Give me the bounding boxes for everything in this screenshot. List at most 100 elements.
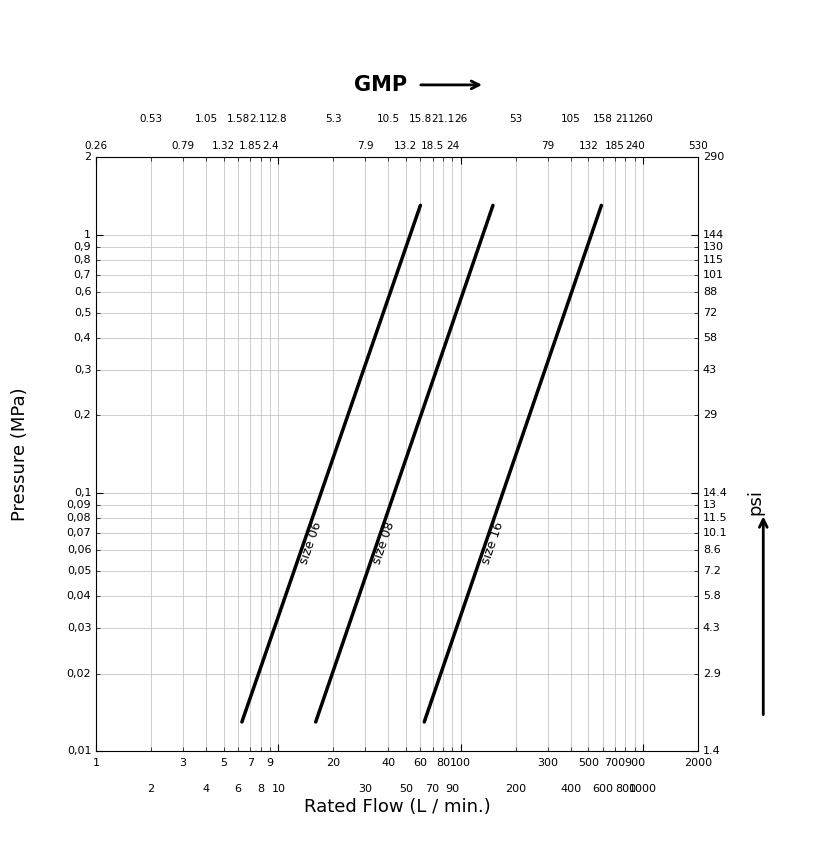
Text: 5: 5 <box>220 758 227 768</box>
Text: 1.05: 1.05 <box>194 115 217 125</box>
Text: 2.9: 2.9 <box>703 669 721 678</box>
Text: 50: 50 <box>399 784 413 794</box>
Text: 72: 72 <box>703 307 717 318</box>
Text: 2.4: 2.4 <box>262 141 278 151</box>
Text: 0,1: 0,1 <box>74 488 91 498</box>
Text: 88: 88 <box>703 287 717 297</box>
Text: 0,05: 0,05 <box>67 565 91 576</box>
Text: 0,08: 0,08 <box>67 513 91 523</box>
Text: 0,3: 0,3 <box>74 365 91 375</box>
Text: 101: 101 <box>703 270 724 280</box>
Text: psi: psi <box>746 489 764 514</box>
Text: 0,2: 0,2 <box>74 410 91 420</box>
Text: 3: 3 <box>180 758 186 768</box>
Text: 13: 13 <box>703 500 717 510</box>
Text: 0,9: 0,9 <box>74 242 91 251</box>
Text: 0.26: 0.26 <box>84 141 108 151</box>
Text: 10.1: 10.1 <box>703 528 727 538</box>
Text: 0,02: 0,02 <box>67 669 91 678</box>
Text: 211: 211 <box>615 115 635 125</box>
Text: 10.5: 10.5 <box>377 115 400 125</box>
Text: 24: 24 <box>446 141 459 151</box>
Text: 600: 600 <box>592 784 614 794</box>
Text: 0,7: 0,7 <box>74 270 91 280</box>
Text: 158: 158 <box>593 115 613 125</box>
Text: size 08: size 08 <box>370 520 397 566</box>
Text: 0,5: 0,5 <box>74 307 91 318</box>
Text: 300: 300 <box>538 758 558 768</box>
Text: 15.8: 15.8 <box>409 115 432 125</box>
Text: 10: 10 <box>272 784 285 794</box>
Text: 1.85: 1.85 <box>238 141 262 151</box>
Text: 500: 500 <box>578 758 599 768</box>
Text: 90: 90 <box>446 784 460 794</box>
Text: 200: 200 <box>505 784 527 794</box>
Text: 79: 79 <box>541 141 554 151</box>
Text: 58: 58 <box>703 333 717 343</box>
Text: 4: 4 <box>202 784 210 794</box>
Text: 0,04: 0,04 <box>67 591 91 601</box>
Text: 100: 100 <box>451 758 472 768</box>
Text: 18.5: 18.5 <box>421 141 444 151</box>
Text: 1.32: 1.32 <box>212 141 235 151</box>
Text: 7: 7 <box>247 758 254 768</box>
Text: 5.3: 5.3 <box>325 115 342 125</box>
Text: 26: 26 <box>454 115 467 125</box>
Text: 132: 132 <box>579 141 599 151</box>
Text: 240: 240 <box>625 141 645 151</box>
Text: 400: 400 <box>560 784 581 794</box>
Y-axis label: Pressure (MPa): Pressure (MPa) <box>11 387 28 521</box>
Text: 0,06: 0,06 <box>67 545 91 555</box>
Text: 2: 2 <box>84 152 91 162</box>
Text: size 16: size 16 <box>479 520 506 566</box>
Text: 800: 800 <box>615 784 636 794</box>
Text: 105: 105 <box>561 115 580 125</box>
Text: 20: 20 <box>326 758 340 768</box>
Text: size 06: size 06 <box>297 520 324 566</box>
Text: 30: 30 <box>359 784 373 794</box>
Text: 900: 900 <box>624 758 645 768</box>
Text: 53: 53 <box>509 115 522 125</box>
Text: 0,03: 0,03 <box>67 623 91 633</box>
Text: 60: 60 <box>413 758 427 768</box>
Text: 43: 43 <box>703 365 717 375</box>
Text: 9: 9 <box>267 758 273 768</box>
Text: 2.8: 2.8 <box>270 115 287 125</box>
Text: 0.53: 0.53 <box>140 115 162 125</box>
Text: 1: 1 <box>93 758 99 768</box>
Text: 2.11: 2.11 <box>249 115 273 125</box>
Text: 11.5: 11.5 <box>703 513 727 523</box>
Text: GMP: GMP <box>354 75 407 95</box>
Text: 5.8: 5.8 <box>703 591 721 601</box>
Text: 80: 80 <box>436 758 451 768</box>
Text: 0,01: 0,01 <box>67 746 91 756</box>
Text: 8.6: 8.6 <box>703 545 721 555</box>
Text: 260: 260 <box>634 115 653 125</box>
Text: 7.9: 7.9 <box>357 141 374 151</box>
Text: 13.2: 13.2 <box>395 141 417 151</box>
Text: 7.2: 7.2 <box>703 565 721 576</box>
Text: 0,09: 0,09 <box>67 500 91 510</box>
Text: 6: 6 <box>235 784 242 794</box>
Text: 2: 2 <box>147 784 155 794</box>
Text: 4.3: 4.3 <box>703 623 721 633</box>
Text: 0,4: 0,4 <box>74 333 91 343</box>
Text: 29: 29 <box>703 410 717 420</box>
Text: 8: 8 <box>257 784 264 794</box>
Text: 130: 130 <box>703 242 724 251</box>
Text: 290: 290 <box>703 152 724 162</box>
Text: 1000: 1000 <box>630 784 657 794</box>
Text: 70: 70 <box>426 784 440 794</box>
X-axis label: Rated Flow (L / min.): Rated Flow (L / min.) <box>303 798 491 816</box>
Text: 0,8: 0,8 <box>74 255 91 265</box>
Text: 0,6: 0,6 <box>74 287 91 297</box>
Text: 2000: 2000 <box>684 758 712 768</box>
Text: 21.1: 21.1 <box>431 115 455 125</box>
Text: 530: 530 <box>688 141 708 151</box>
Text: 1.58: 1.58 <box>227 115 250 125</box>
Text: 0.79: 0.79 <box>171 141 195 151</box>
Text: 144: 144 <box>703 230 724 239</box>
Text: 700: 700 <box>604 758 625 768</box>
Text: 1.4: 1.4 <box>703 746 721 756</box>
Text: 185: 185 <box>605 141 624 151</box>
